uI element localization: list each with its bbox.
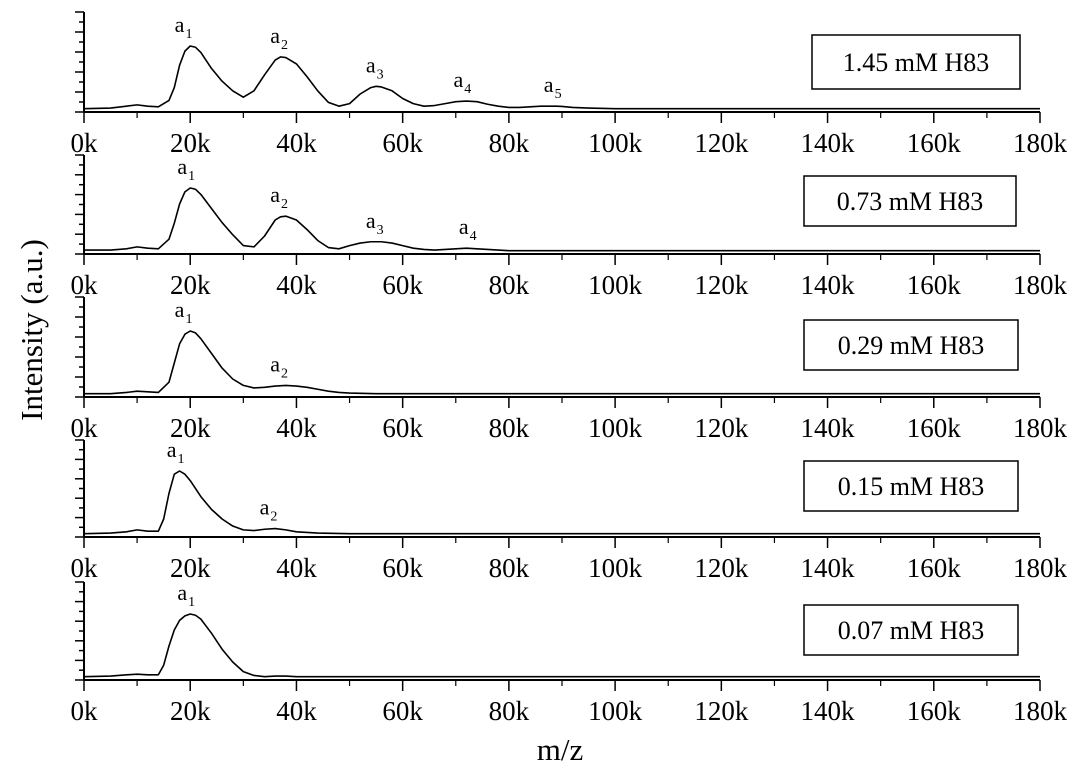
x-tick-label: 160k [907,413,962,443]
x-tick-label: 0k [71,270,99,300]
x-axis-title: m/z [537,732,584,765]
x-tick-label: 20k [170,128,211,158]
x-tick-label: 0k [71,696,99,726]
legend-label: 0.29 mM H83 [838,331,985,360]
panel-5: 0k 20k 40k 60k 80k 100k 120k 140k 160k 180k 0.07 m… [71,580,1068,726]
peak-label: a3 [366,52,384,82]
legend-box [811,34,1021,90]
peak-label: a3 [366,208,384,238]
x-tick-label: 100k [588,128,643,158]
legend-label: 1.45 mM H83 [843,48,990,77]
x-tick-label: 40k [276,413,317,443]
x-tick-label: 40k [276,696,317,726]
x-tick-label: 120k [694,696,749,726]
legend-box [803,175,1017,227]
panel-3: 0k 20k 40k 60k 80k 100k 120k 140k 160k 180k 0.29 m… [71,296,1068,443]
peak-label: a1 [177,580,195,610]
x-tick-label: 140k [801,696,856,726]
x-tick-label: 80k [489,128,530,158]
x-tick-label: 180k [1013,696,1068,726]
x-tick-label: 80k [489,413,530,443]
x-tick-label: 120k [694,128,749,158]
legend-label: 0.15 mM H83 [838,472,985,501]
series-line [83,613,1040,678]
series-line [83,45,1040,110]
peak-label: a5 [544,72,562,102]
x-tick-label: 160k [907,270,962,300]
x-tick-label: 100k [588,413,643,443]
panel-1: 0k 20k 40k 60k 80k 100k 120k 140k 160k 180k 1.45 m… [71,11,1068,158]
legend-box [803,319,1019,371]
x-tick-label: 0k [71,413,99,443]
x-tick-label: 0k [71,128,99,158]
legend-label: 0.07 mM H83 [838,616,985,645]
x-tick-label: 100k [588,553,643,583]
panels-group: 0k 20k 40k 60k 80k 100k 120k 140k 160k 180k 1.45 m… [71,11,1068,726]
x-tick-label: 160k [907,553,962,583]
panel-2: 0k 20k 40k 60k 80k 100k 120k 140k 160k 180k 0.73 m… [71,154,1068,300]
peak-label: a2 [270,351,288,381]
peak-label: a2 [270,182,288,212]
x-tick-label: 80k [489,696,530,726]
x-tick-label: 60k [382,553,423,583]
x-tick-label: 140k [801,553,856,583]
x-tick-label: 80k [489,553,530,583]
x-tick-label: 140k [801,413,856,443]
x-tick-label: 120k [694,553,749,583]
x-tick-label: 60k [382,413,423,443]
x-tick-label: 120k [694,270,749,300]
x-tick-label: 80k [489,270,530,300]
series-line [83,470,1040,535]
x-tick-label: 140k [801,270,856,300]
x-tick-label: 60k [382,128,423,158]
series-line [84,330,1040,395]
x-tick-label: 40k [276,128,317,158]
x-tick-label: 160k [907,128,962,158]
legend-box [803,604,1019,656]
peak-label: a4 [459,214,477,244]
peak-label: a1 [177,154,195,184]
x-tick-label: 180k [1013,553,1068,583]
series-line [84,187,1040,252]
peak-label: a1 [175,297,193,327]
x-tick-label: 140k [801,128,856,158]
panel-4: 0k 20k 40k 60k 80k 100k 120k 140k 160k 180k 0.15 m… [71,437,1068,583]
x-tick-label: 120k [694,413,749,443]
x-tick-label: 100k [588,696,643,726]
x-tick-label: 20k [170,270,211,300]
x-tick-label: 160k [907,696,962,726]
x-tick-label: 100k [588,270,643,300]
x-tick-label: 60k [382,696,423,726]
y-axis-title: Intensity (a.u.) [14,239,49,421]
peak-label: a1 [175,12,193,42]
legend-label: 0.73 mM H83 [837,187,984,216]
x-tick-label: 20k [170,553,211,583]
x-tick-label: 60k [382,270,423,300]
peak-label: a2 [270,23,288,53]
x-tick-label: 20k [170,696,211,726]
x-tick-label: 20k [170,413,211,443]
peak-label: a4 [454,67,472,97]
peak-label: a2 [260,495,278,525]
x-tick-label: 180k [1013,128,1068,158]
x-tick-label: 0k [71,553,99,583]
x-tick-label: 180k [1013,413,1068,443]
x-tick-label: 40k [276,553,317,583]
x-tick-label: 40k [276,270,317,300]
x-tick-label: 180k [1013,270,1068,300]
legend-box [803,460,1019,512]
